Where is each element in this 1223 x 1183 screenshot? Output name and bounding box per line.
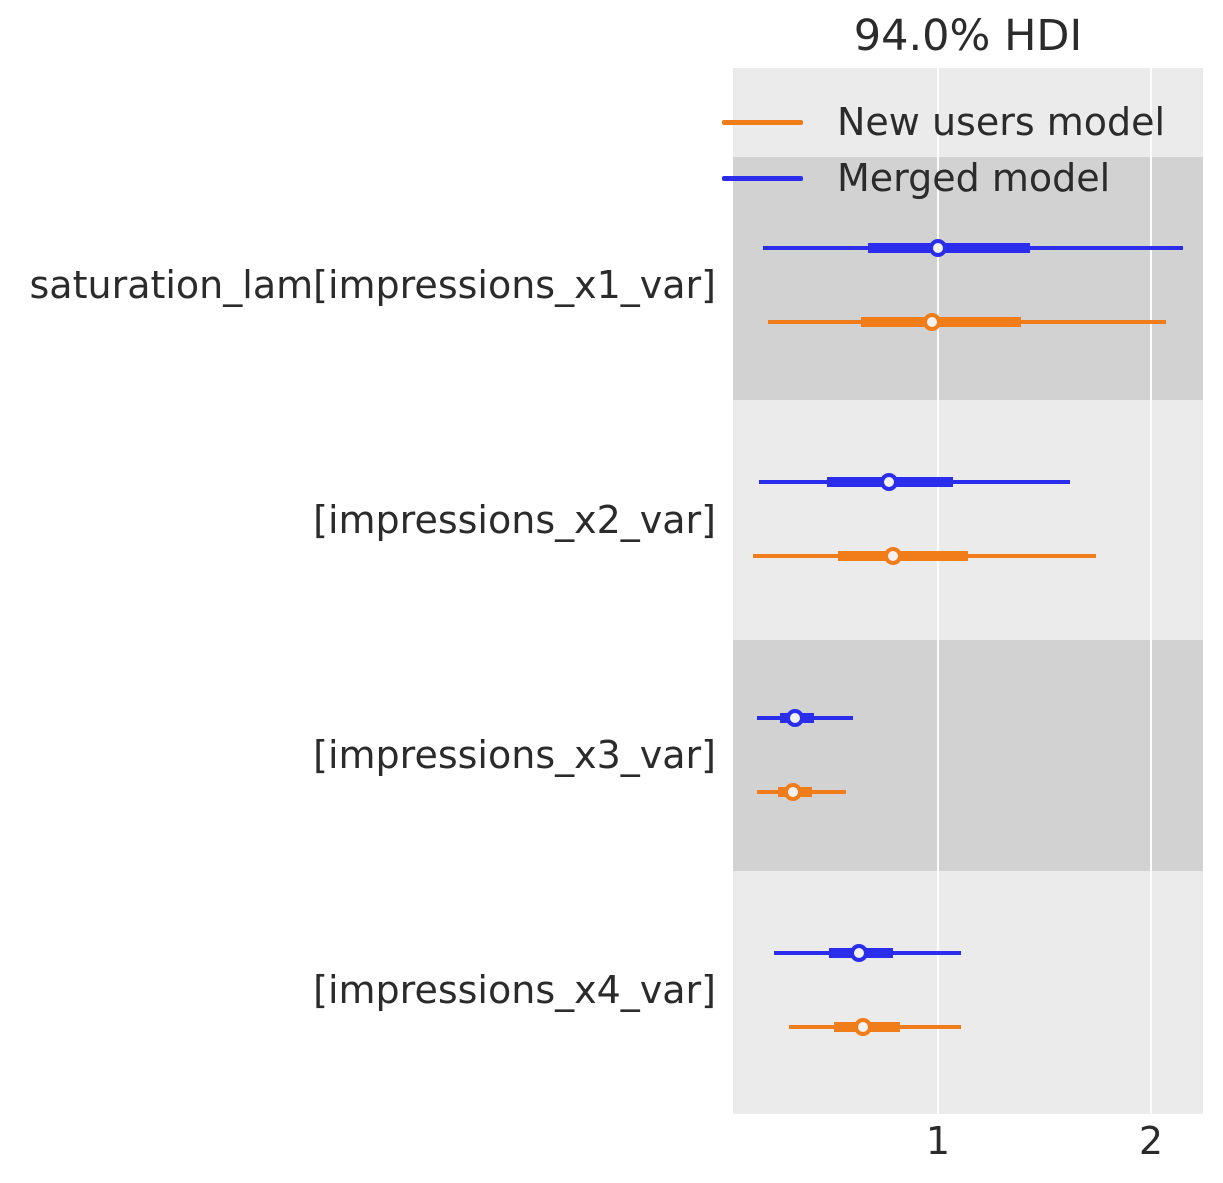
row-shading-band-light — [733, 400, 1203, 640]
hdi-50-line — [837, 551, 968, 561]
median-marker — [854, 1018, 873, 1036]
median-marker — [884, 547, 903, 565]
hdi-50-line — [867, 243, 1030, 253]
median-marker — [850, 944, 869, 962]
y-axis-labels: saturation_lam[impressions_x1_var] [impre… — [29, 263, 717, 1012]
plot-area: New users model Merged model — [722, 68, 1203, 1114]
hdi-50-line — [861, 317, 1022, 327]
row-shading-band-dark — [733, 157, 1203, 400]
median-marker — [784, 783, 803, 801]
median-marker — [922, 313, 941, 331]
row-label: [impressions_x3_var] — [313, 733, 716, 777]
gridline-x-2 — [1150, 68, 1152, 1114]
row-label: [impressions_x4_var] — [313, 968, 716, 1012]
row-label: [impressions_x2_var] — [313, 498, 716, 542]
row-shading-band-light — [733, 871, 1203, 1114]
x-tick-label: 1 — [925, 1119, 951, 1163]
row-shading-band-dark — [733, 640, 1203, 871]
legend-entry-label: New users model — [837, 100, 1166, 144]
legend-line-swatch — [722, 176, 803, 181]
legend-line-swatch — [722, 120, 803, 125]
gridline-x-1 — [936, 68, 939, 1114]
median-marker — [879, 473, 898, 491]
median-marker — [928, 239, 947, 257]
median-marker — [786, 709, 805, 727]
x-tick-label: 2 — [1138, 1119, 1164, 1163]
chart-title: 94.0% HDI — [853, 11, 1083, 61]
row-label: saturation_lam[impressions_x1_var] — [29, 263, 717, 307]
legend-entry-label: Merged model — [837, 156, 1111, 200]
